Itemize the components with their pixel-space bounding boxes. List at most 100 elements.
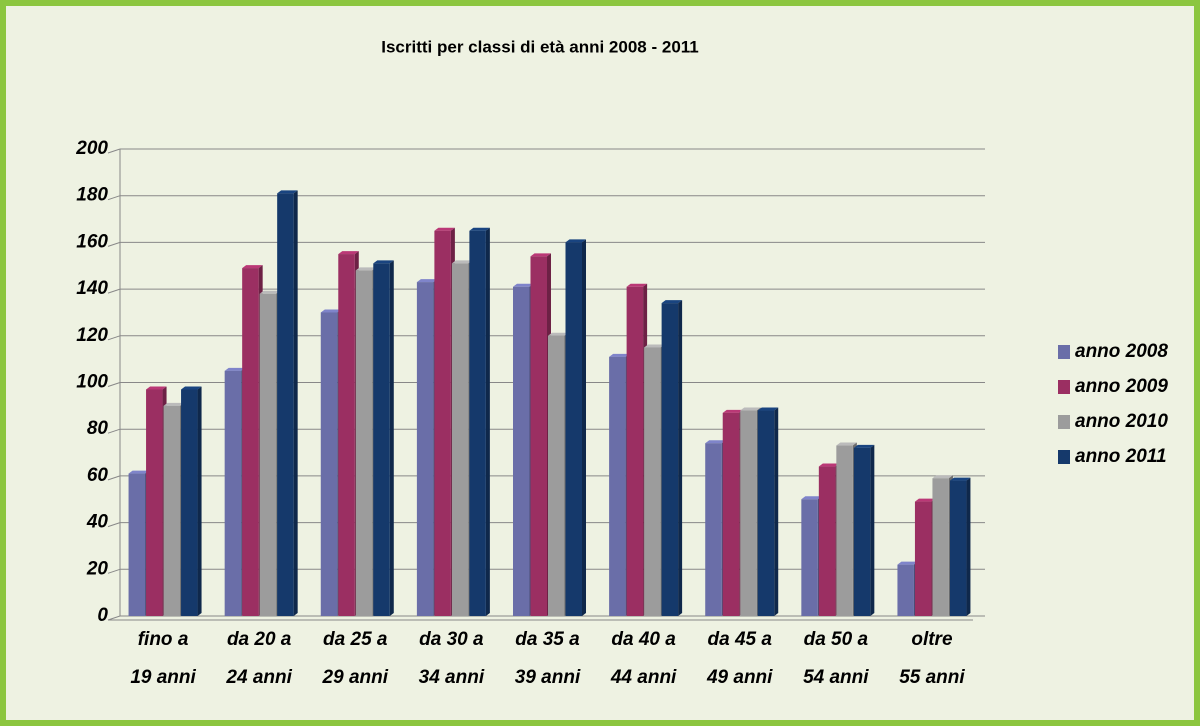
bar (740, 410, 757, 616)
grid-tick (107, 568, 121, 574)
bar-top (740, 407, 761, 411)
bar (565, 242, 582, 616)
bar-side (870, 444, 875, 616)
bar (932, 478, 949, 616)
bar-top (644, 344, 665, 348)
bar-top (530, 253, 551, 257)
bar-top (914, 498, 936, 502)
bar (451, 263, 469, 616)
x-tick-label-line: da 40 a (611, 629, 676, 650)
x-tick-label-line: oltre (911, 629, 953, 650)
bar (644, 347, 661, 616)
x-tick-label-line: da 25 a (323, 629, 388, 650)
bar (181, 389, 198, 616)
bar-top (373, 260, 394, 264)
y-tick-label: 180 (76, 185, 108, 206)
y-tick-label: 100 (76, 372, 108, 393)
y-tick-label: 40 (86, 512, 109, 533)
bar (469, 230, 486, 616)
bar-top (320, 309, 342, 313)
bar (338, 254, 355, 616)
bar (705, 443, 722, 616)
x-tick-label-line: 49 anni (706, 667, 773, 688)
bar (355, 270, 373, 616)
bar-side (774, 407, 779, 616)
y-tick-label: 20 (86, 558, 109, 579)
grid-tick (107, 615, 121, 621)
legend-label: anno 2009 (1075, 376, 1168, 397)
bar (609, 356, 626, 616)
x-tick-label: da 50 a 54 anni (803, 629, 869, 688)
bar (128, 473, 146, 616)
y-tick-label: 0 (97, 605, 108, 626)
x-tick-label-line: 29 anni (322, 667, 389, 688)
bar-top (818, 463, 840, 467)
bar (530, 256, 547, 616)
bar-top (242, 265, 263, 269)
bar-top (932, 475, 953, 479)
grid-tick (107, 522, 121, 528)
bar-top (705, 440, 726, 444)
x-tick-label: da 30 a 34 anni (419, 629, 485, 688)
bar (163, 405, 181, 616)
legend-swatch (1058, 380, 1070, 394)
bar (434, 230, 451, 616)
bar-top (548, 332, 569, 336)
bar (146, 389, 163, 616)
bar-top (801, 496, 822, 500)
bar-top (128, 470, 150, 474)
y-tick-label: 200 (75, 138, 108, 159)
bar-top (469, 227, 490, 231)
bar-top (277, 190, 298, 194)
bar-side (389, 260, 394, 616)
bar (757, 410, 775, 616)
bar (373, 263, 390, 616)
x-tick-label: oltre 55 anni (899, 629, 965, 688)
bar (949, 480, 967, 616)
legend-swatch (1058, 415, 1070, 429)
legend-label: anno 2010 (1075, 411, 1168, 432)
x-tick-label-line: 54 anni (803, 667, 869, 688)
grid-tick (107, 195, 121, 201)
bar (722, 412, 740, 616)
bar-top (163, 402, 185, 406)
bar-side (485, 227, 490, 616)
chart-title: Iscritti per classi di età anni 2008 - 2… (381, 37, 699, 56)
bar-top (661, 300, 683, 304)
x-tick-label-line: 39 anni (515, 667, 581, 688)
bar-top (949, 477, 971, 481)
x-tick-label: da 35 a 39 anni (515, 629, 581, 688)
bar-top (434, 227, 455, 231)
bar-top (609, 353, 630, 357)
x-tick-label: da 40 a 44 anni (610, 629, 677, 688)
bar-top (722, 409, 744, 413)
x-tick-label-line: 55 anni (899, 667, 965, 688)
bar-side (293, 190, 298, 617)
grid-tick (107, 148, 121, 154)
bar (801, 499, 818, 616)
x-tick-label: da 20 a 24 anni (225, 629, 292, 688)
bar-top (757, 407, 779, 411)
bar (897, 564, 914, 616)
bar-top (836, 442, 857, 446)
bar-top (626, 283, 648, 287)
x-tick-label-line: 34 anni (419, 667, 485, 688)
grid-tick (107, 475, 121, 481)
bar (242, 268, 259, 616)
bar (661, 303, 679, 616)
grid-tick (107, 382, 121, 387)
grid-tick (107, 241, 121, 247)
bar (818, 466, 836, 616)
grid-tick (107, 288, 121, 294)
grid-tick (107, 428, 121, 434)
x-tick-label-line: da 45 a (708, 629, 773, 650)
bar-side (678, 300, 683, 616)
bar (320, 312, 338, 616)
bar (548, 335, 565, 616)
legend-swatch (1058, 450, 1070, 464)
x-tick-label: da 25 a 29 anni (322, 629, 389, 688)
y-tick-label: 140 (76, 278, 108, 299)
bar-top (897, 561, 918, 565)
